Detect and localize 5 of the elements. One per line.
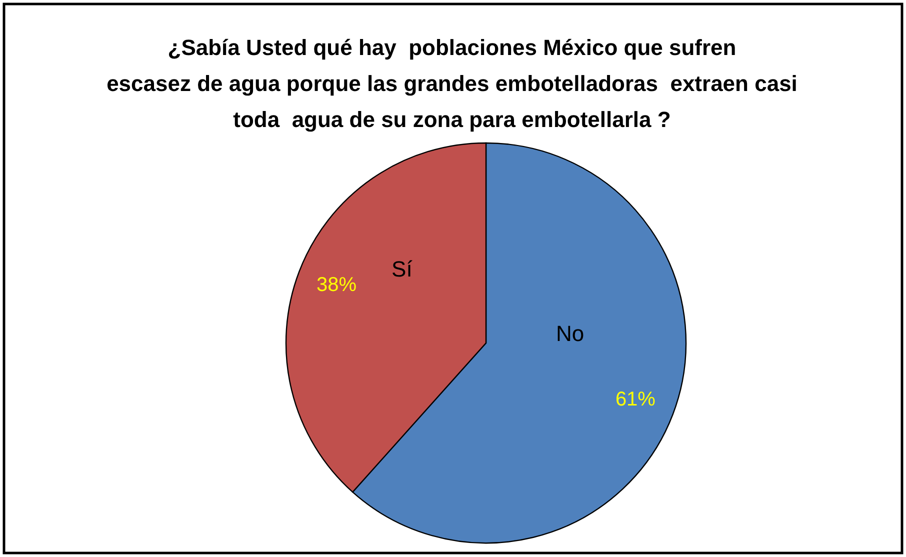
chart-title: ¿Sabía Usted qué hay poblaciones México que sufren escasez de agua porque las grandes embotelladoras extraen casi toda agua de su zona para embotellarla ?: [106, 35, 798, 132]
slice-label: Sí: [392, 256, 412, 282]
data-label: 61%: [615, 388, 656, 410]
data-label: 38%: [316, 274, 357, 296]
slice-label: No: [556, 320, 584, 346]
